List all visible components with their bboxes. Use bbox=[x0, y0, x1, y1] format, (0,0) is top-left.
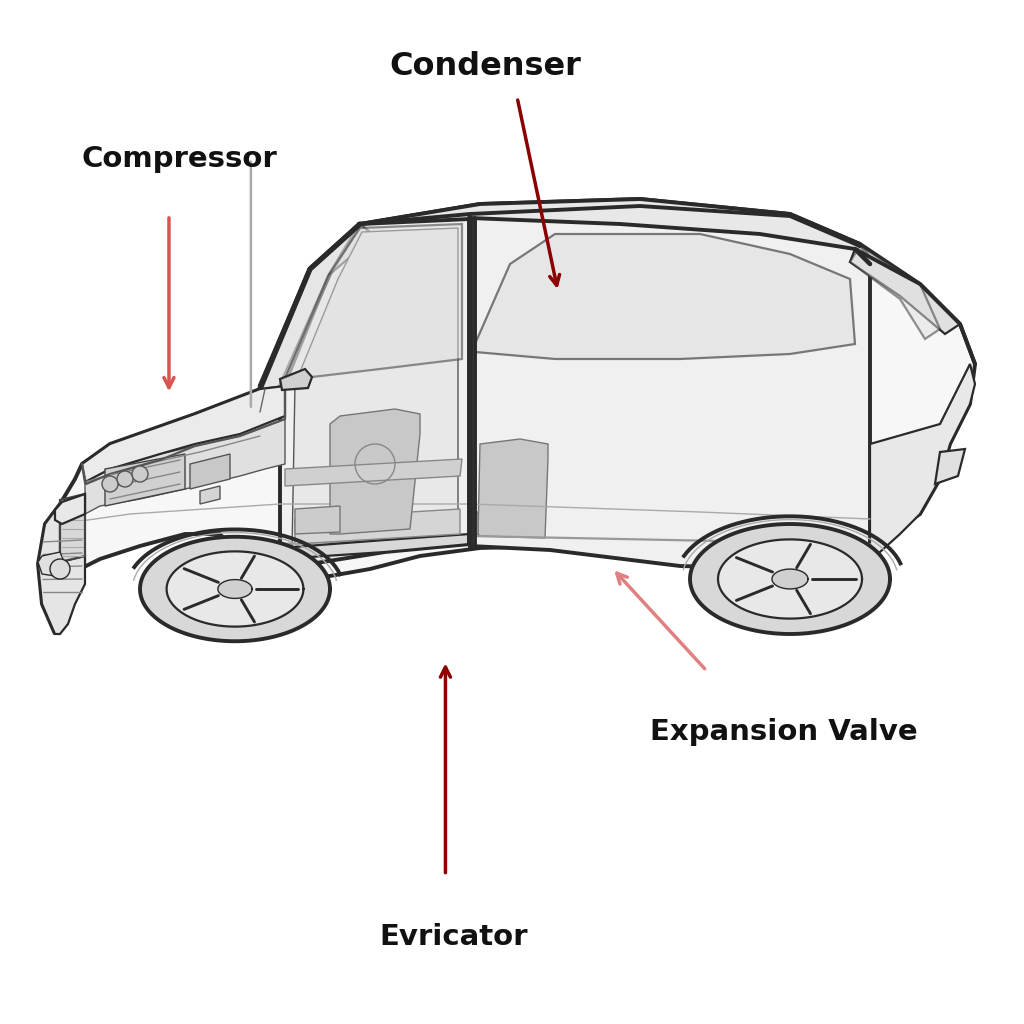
Polygon shape bbox=[360, 199, 870, 259]
Polygon shape bbox=[285, 459, 462, 486]
Polygon shape bbox=[478, 439, 548, 538]
Polygon shape bbox=[280, 369, 312, 390]
Polygon shape bbox=[718, 540, 862, 618]
Polygon shape bbox=[200, 486, 220, 504]
Polygon shape bbox=[295, 509, 460, 544]
Polygon shape bbox=[935, 449, 965, 484]
Polygon shape bbox=[475, 234, 855, 359]
Polygon shape bbox=[190, 454, 230, 489]
Circle shape bbox=[117, 471, 133, 487]
Polygon shape bbox=[280, 219, 470, 564]
Polygon shape bbox=[167, 551, 303, 627]
Polygon shape bbox=[690, 524, 890, 634]
Text: Compressor: Compressor bbox=[82, 144, 278, 173]
Polygon shape bbox=[285, 224, 462, 379]
Polygon shape bbox=[870, 364, 975, 564]
Polygon shape bbox=[105, 454, 185, 506]
Polygon shape bbox=[38, 552, 65, 575]
Text: Evricator: Evricator bbox=[379, 923, 527, 951]
Polygon shape bbox=[85, 419, 285, 514]
Polygon shape bbox=[330, 409, 420, 534]
Circle shape bbox=[50, 559, 70, 579]
Polygon shape bbox=[260, 224, 375, 389]
Polygon shape bbox=[295, 506, 340, 534]
Polygon shape bbox=[38, 504, 85, 634]
Polygon shape bbox=[470, 218, 870, 569]
Polygon shape bbox=[470, 512, 478, 536]
Circle shape bbox=[132, 466, 148, 482]
Polygon shape bbox=[55, 494, 85, 524]
Polygon shape bbox=[218, 580, 252, 598]
Polygon shape bbox=[850, 246, 940, 339]
Polygon shape bbox=[280, 534, 470, 559]
Circle shape bbox=[102, 476, 118, 492]
Polygon shape bbox=[38, 199, 975, 634]
Polygon shape bbox=[292, 228, 458, 554]
Polygon shape bbox=[60, 494, 85, 562]
Text: Expansion Valve: Expansion Valve bbox=[650, 718, 918, 746]
Text: Condenser: Condenser bbox=[389, 51, 581, 82]
Polygon shape bbox=[82, 386, 285, 482]
Polygon shape bbox=[850, 249, 961, 334]
Polygon shape bbox=[140, 537, 330, 641]
Polygon shape bbox=[772, 569, 808, 589]
